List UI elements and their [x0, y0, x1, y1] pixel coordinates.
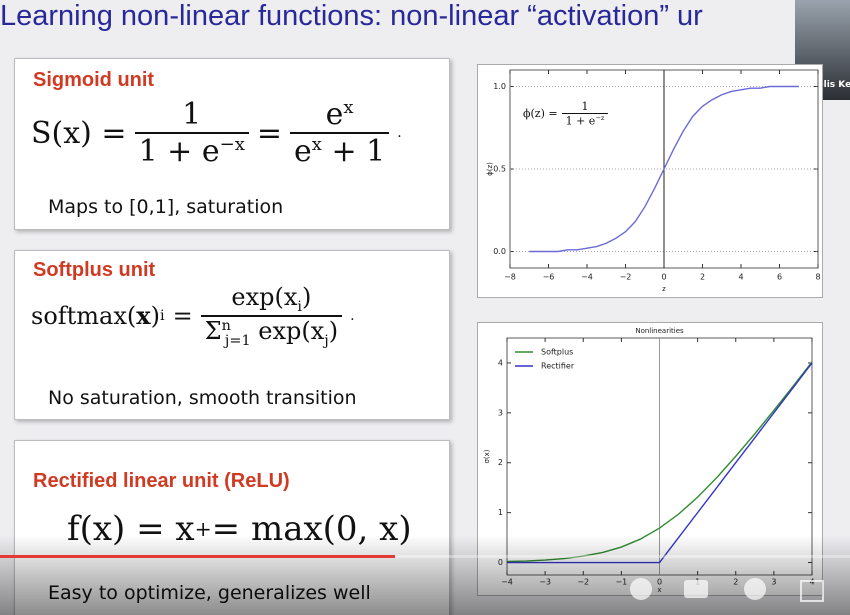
x-tick-label: 2	[700, 273, 705, 282]
y-tick-label: 3	[498, 408, 503, 417]
nonlinearities-chart: −4−3−2−10123401234Nonlinearitiesxσ(x)Sof…	[477, 322, 823, 596]
annotation-part: 1 + e	[565, 114, 596, 128]
formula-part: 1 + e	[138, 134, 220, 169]
x-tick-label: −2	[577, 578, 589, 587]
chart-title: Nonlinearities	[635, 327, 684, 335]
y-tick-label: 1	[498, 508, 503, 517]
progress-track[interactable]	[0, 555, 850, 558]
annotation-part: ϕ(z) =	[523, 107, 558, 121]
x-tick-label: 2	[733, 578, 738, 587]
box-caption: Maps to [0,1], saturation	[48, 196, 284, 218]
x-tick-label: −1	[615, 578, 627, 587]
x-tick-label: −8	[504, 273, 516, 282]
x-tick-label: −2	[620, 273, 632, 282]
x-axis-label: x	[657, 586, 661, 594]
x-tick-label: 3	[771, 578, 776, 587]
x-tick-label: 4	[738, 273, 743, 282]
formula-part: n	[221, 317, 231, 334]
presenter-name: Manolis Kelli	[796, 80, 850, 90]
y-tick-label: 4	[498, 358, 503, 367]
formula-part: =	[256, 115, 282, 151]
formula-part: exp(x	[250, 316, 325, 345]
formula-part: exp(x	[231, 283, 298, 311]
series-line	[506, 361, 813, 563]
x-tick-label: −6	[543, 273, 555, 282]
box-heading: Sigmoid unit	[33, 69, 155, 91]
formula-part: = max(0, x)	[211, 509, 412, 549]
y-tick-label: 0.0	[493, 247, 506, 256]
slide-title: Learning non-linear functions: non-linea…	[0, 0, 703, 32]
x-tick-label: −4	[581, 273, 593, 282]
formula: softmax(x) i = exp(xi) Σnj=1 exp(xj) .	[31, 283, 355, 349]
formula-part: i	[159, 307, 165, 324]
x-tick-label: −3	[539, 578, 551, 587]
annotation-part: 1	[581, 100, 589, 113]
y-tick-label: 0.5	[493, 165, 506, 174]
x-tick-label: 8	[815, 273, 820, 282]
settings-button[interactable]	[744, 578, 766, 600]
y-tick-label: 2	[498, 458, 503, 467]
formula-part: S(x) =	[31, 115, 127, 151]
formula-part: e	[294, 134, 312, 169]
x-axis-label: z	[662, 285, 666, 293]
formula-part: x	[311, 134, 322, 155]
formula: f(x) = x + = max(0, x)	[67, 509, 412, 549]
progress-played[interactable]	[0, 555, 395, 558]
curve	[529, 85, 799, 253]
formula-part: j=1	[224, 332, 251, 349]
formula-part: e	[325, 97, 344, 132]
autoplay-button[interactable]	[630, 578, 652, 600]
formula-part: −x	[219, 134, 245, 155]
legend-label: Rectifier	[541, 362, 575, 371]
x-tick-label: −4	[501, 578, 513, 587]
y-tick-label: 1.0	[493, 82, 506, 91]
fullscreen-button[interactable]	[800, 580, 824, 602]
player-overlay	[0, 535, 850, 615]
formula-part: +	[194, 517, 212, 541]
y-tick-label: 0	[498, 558, 503, 567]
x-tick-label: 0	[657, 578, 662, 587]
formula-part: )	[328, 316, 339, 345]
x-tick-label: 0	[661, 273, 666, 282]
sigmoid-chart: −8 −6 −4 −2 0 2 4 6 8 0.0 0.5 1.0 z ϕ(z)	[477, 64, 823, 298]
formula-part: f(x) = x	[67, 509, 195, 549]
annotation-part: −z	[595, 114, 605, 122]
y-axis-label: ϕ(z)	[486, 162, 494, 176]
formula-part: x	[343, 97, 354, 118]
captions-button[interactable]	[684, 580, 708, 598]
box-caption: Easy to optimize, generalizes well	[48, 582, 371, 604]
formula-part: .	[350, 307, 355, 324]
x-tick-label: 6	[777, 273, 782, 282]
formula-part: i	[297, 298, 302, 315]
formula-part: x	[136, 301, 151, 331]
formula-part: 1	[182, 97, 202, 132]
formula-part: )	[150, 301, 160, 330]
softplus-box: Softplus unit softmax(x) i = exp(xi) Σnj=1…	[14, 250, 450, 420]
formula-part: =	[172, 301, 193, 330]
formula-part: + 1	[321, 134, 386, 169]
formula-part: j	[324, 332, 329, 349]
y-axis-label: σ(x)	[483, 449, 491, 463]
legend-label: Softplus	[541, 348, 573, 357]
box-heading: Rectified linear unit (ReLU)	[33, 470, 290, 492]
box-heading: Softplus unit	[33, 259, 156, 281]
formula-part: .	[397, 125, 402, 141]
box-caption: No saturation, smooth transition	[48, 387, 357, 409]
formula-part: )	[302, 283, 312, 311]
x-tick-label: 4	[809, 578, 814, 587]
series-line	[507, 362, 813, 564]
formula-part: softmax(	[31, 301, 137, 330]
formula-part: Σ	[204, 316, 222, 345]
relu-box: Rectified linear unit (ReLU) f(x) = x + =…	[14, 440, 450, 615]
